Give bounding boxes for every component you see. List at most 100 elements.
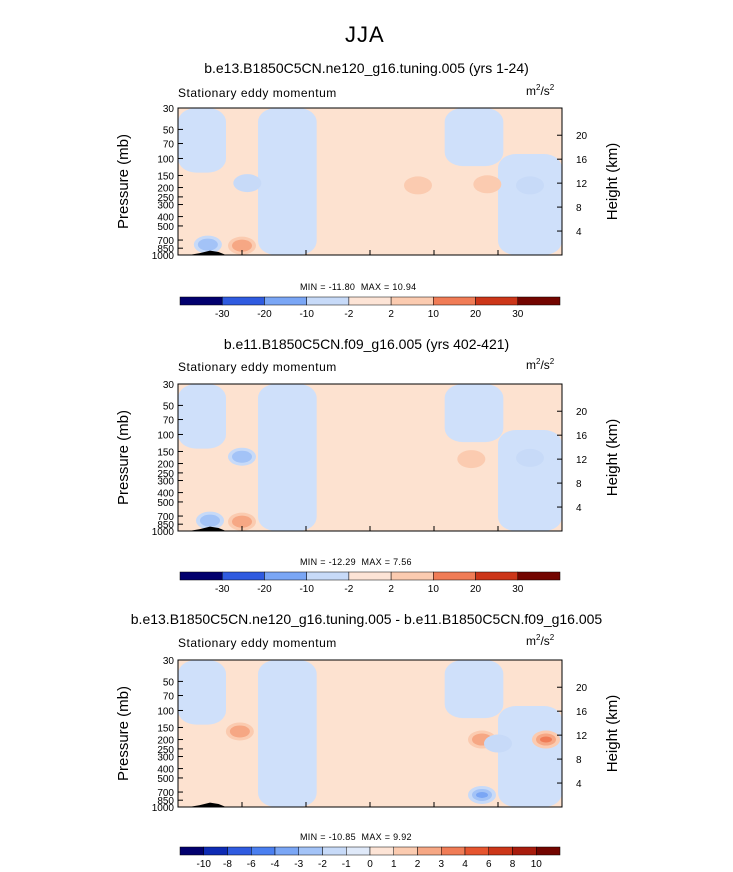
colorbar-label: -3 [294, 859, 303, 870]
colorbar-label: -10 [299, 584, 314, 595]
y-tick-label: 150 [157, 171, 174, 182]
y-tick-label: 250 [157, 469, 174, 480]
y-tick-label: 300 [157, 477, 174, 488]
y2-tick-label: 20 [576, 131, 588, 142]
colorbar-label: 10 [428, 309, 440, 320]
field-feature [516, 448, 544, 467]
colorbar-swatch [393, 846, 418, 856]
field-feature [232, 239, 252, 252]
y2-tick-label: 8 [576, 479, 582, 490]
colorbar-swatch [517, 571, 561, 581]
colorbar-label: 10 [428, 584, 440, 595]
panel-2-colorbar: -30 -20 -10 -2 2 10 20 30 [179, 571, 561, 595]
colorbar-label: 4 [462, 859, 468, 870]
panel-3-units: m2/s2 [526, 633, 555, 648]
y-tick-label: 100 [157, 154, 174, 165]
colorbar-swatch [441, 846, 466, 856]
panel-1-variable-label: Stationary eddy momentum [178, 86, 337, 100]
y-tick-label: 500 [157, 498, 174, 509]
y2-tick-label: 12 [576, 455, 588, 466]
colorbar-label: 6 [486, 859, 492, 870]
colorbar-swatch [512, 846, 537, 856]
colorbar-label: 10 [531, 859, 543, 870]
y-tick-label: 250 [157, 193, 174, 204]
colorbar-label: 2 [388, 584, 394, 595]
y-tick-label: 400 [157, 489, 174, 500]
colorbar-swatch [179, 846, 204, 856]
y2-tick-label: 16 [576, 155, 588, 166]
colorbar-label: 2 [388, 309, 394, 320]
colorbar-label: 20 [470, 309, 482, 320]
colorbar-swatch [369, 846, 394, 856]
colorbar-label: 8 [510, 859, 516, 870]
y2-tick-label: 8 [576, 755, 582, 766]
field-negative-region [498, 430, 562, 531]
y2-axis-label: Height (km) [604, 143, 621, 221]
field-feature [229, 725, 250, 738]
colorbar-swatch [390, 296, 434, 306]
y-tick-label: 30 [163, 380, 175, 391]
field-feature [232, 515, 252, 528]
y-tick-label: 150 [157, 447, 174, 458]
colorbar-label: -4 [271, 859, 280, 870]
colorbar-label: -2 [344, 309, 353, 320]
y-tick-label: 700 [157, 788, 174, 799]
colorbar-label: -30 [215, 584, 230, 595]
y2-axis-label: Height (km) [604, 419, 621, 497]
colorbar-swatch [348, 571, 392, 581]
y2-tick-label: 4 [576, 779, 582, 790]
field-negative-region [444, 660, 504, 719]
y-axis-label: Pressure (mb) [115, 686, 132, 781]
colorbar-swatch [488, 846, 513, 856]
y2-tick-label: 16 [576, 707, 588, 718]
colorbar-label: 20 [470, 584, 482, 595]
colorbar-swatch [346, 846, 371, 856]
colorbar-label: 30 [512, 584, 524, 595]
y2-tick-label: 20 [576, 407, 588, 418]
y-tick-label: 70 [163, 692, 175, 703]
y-tick-label: 70 [163, 140, 175, 151]
y-tick-label: 200 [157, 184, 174, 195]
y-tick-label: 50 [163, 677, 175, 688]
y-tick-label: 300 [157, 753, 174, 764]
field-feature [516, 176, 544, 195]
field-feature [404, 176, 432, 195]
colorbar-label: -20 [257, 584, 272, 595]
colorbar-swatch [298, 846, 323, 856]
field-negative-region [258, 660, 317, 807]
y-tick-label: 70 [163, 416, 175, 427]
y-tick-label: 700 [157, 512, 174, 523]
panel-2-minmax: MIN = -12.29 MAX = 7.56 [300, 557, 412, 567]
y-tick-label: 1000 [152, 251, 175, 260]
topography [188, 526, 226, 531]
colorbar-swatch [464, 846, 489, 856]
y-tick-label: 30 [163, 656, 175, 667]
field-negative-region [178, 660, 226, 725]
panel-3-colorbar: -10 -8 -6 -4 -3 -2 -1 0 1 2 3 4 6 8 10 [179, 846, 561, 870]
panel-2-variable-label: Stationary eddy momentum [178, 360, 337, 374]
colorbar-swatch [475, 296, 519, 306]
colorbar-label: -6 [247, 859, 256, 870]
y-tick-label: 250 [157, 745, 174, 756]
colorbar-swatch [322, 846, 347, 856]
y-tick-label: 100 [157, 430, 174, 441]
y2-tick-label: 20 [576, 683, 588, 694]
colorbar-label: 0 [367, 859, 373, 870]
y-tick-label: 850 [157, 520, 174, 531]
colorbar-label: 3 [438, 859, 444, 870]
topography [188, 250, 226, 255]
y-tick-label: 500 [157, 222, 174, 233]
colorbar-label: 1 [391, 859, 397, 870]
topography [188, 802, 226, 807]
colorbar-label: -2 [344, 584, 353, 595]
colorbar-swatch [390, 571, 434, 581]
field-feature [473, 175, 502, 194]
colorbar-swatch [203, 846, 228, 856]
colorbar-swatch [179, 296, 223, 306]
panel-2-title: b.e11.B1850C5CN.f09_g16.005 (yrs 402-421… [223, 336, 510, 352]
field-negative-region [498, 706, 562, 807]
field-negative-region [444, 384, 504, 443]
colorbar-swatch [274, 846, 299, 856]
colorbar-label: -1 [342, 859, 351, 870]
